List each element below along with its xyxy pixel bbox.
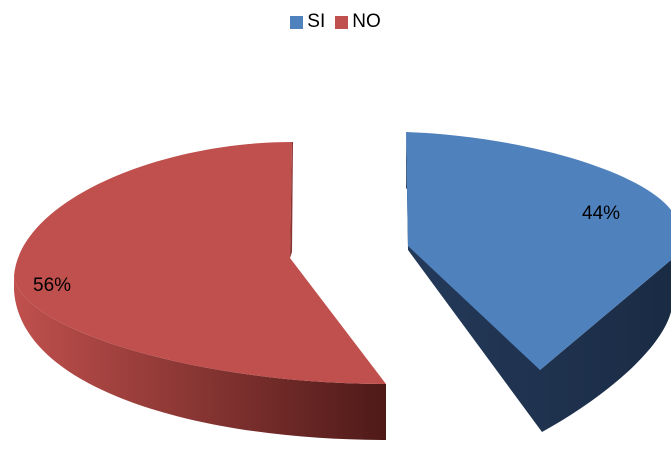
legend-label-si: SI <box>307 11 326 32</box>
pie-slice-si <box>406 132 671 432</box>
pie-slice-no-cut-face <box>290 142 293 258</box>
data-label-si: 44% <box>582 203 620 224</box>
legend-swatch-si <box>290 15 304 29</box>
data-label-no: 56% <box>33 275 71 296</box>
pie-slice-no-top <box>14 142 386 384</box>
pie-slice-si-side <box>406 132 671 432</box>
legend-item-si: SI <box>290 11 325 33</box>
pie-slice-no-side <box>14 276 386 440</box>
chart-legend: SI NO <box>0 11 671 33</box>
legend-label-no: NO <box>352 11 381 32</box>
legend-item-no: NO <box>335 11 381 33</box>
legend-swatch-no <box>335 15 349 29</box>
pie-slice-no <box>14 142 386 440</box>
pie-slice-si-top <box>406 132 671 370</box>
